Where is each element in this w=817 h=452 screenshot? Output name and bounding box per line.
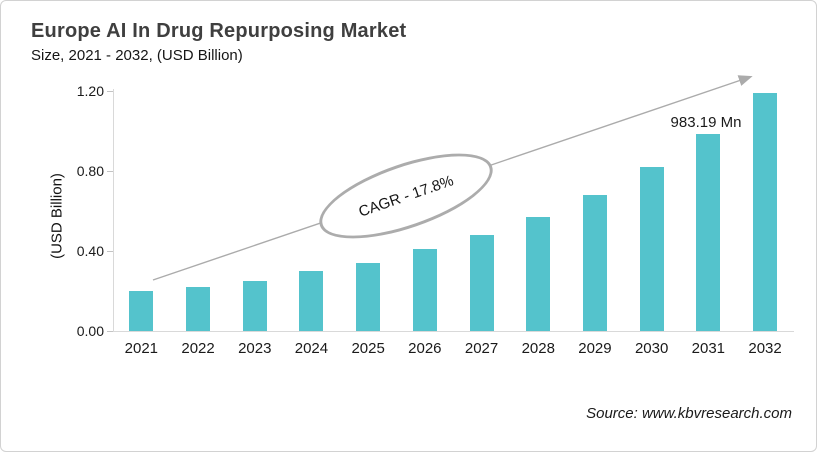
x-tick-label-2022: 2022 (181, 340, 215, 357)
x-tick-label-2028: 2028 (521, 340, 555, 357)
y-tick-label-1.20: 1.20 (76, 83, 104, 99)
chart-title: Europe AI In Drug Repurposing Market (31, 20, 407, 42)
y-tick-label-0.80: 0.80 (76, 163, 104, 179)
x-tick-label-2024: 2024 (294, 340, 329, 357)
y-tick-mark (107, 91, 113, 92)
y-tick-mark (107, 251, 113, 252)
bar-2022 (186, 287, 211, 331)
bar-2026 (412, 249, 437, 331)
bar-2029 (582, 195, 607, 331)
bar-2021 (129, 291, 154, 331)
x-tick-label-2026: 2026 (408, 340, 442, 357)
cagr-label: CAGR - 17.8% (356, 171, 456, 221)
y-tick-label-0.40: 0.40 (76, 243, 104, 259)
x-tick-label-2025: 2025 (351, 340, 385, 357)
chart-subtitle: Size, 2021 - 2032, (USD Billion) (31, 47, 243, 64)
y-tick-mark (107, 171, 113, 172)
y-tick-label-0.00: 0.00 (76, 323, 104, 339)
value-label-2031: 983.19 Mn (670, 114, 742, 131)
x-tick-label-2031: 2031 (691, 340, 726, 357)
bar-2030 (639, 167, 664, 331)
x-axis-line (113, 331, 794, 332)
x-tick-label-2029: 2029 (578, 340, 612, 357)
y-axis-line (113, 89, 114, 332)
x-tick-label-2023: 2023 (238, 340, 272, 357)
x-tick-label-2030: 2030 (634, 340, 669, 357)
x-tick-label-2021: 2021 (124, 340, 159, 357)
y-tick-mark (107, 331, 113, 332)
bar-2031 (696, 134, 721, 331)
bar-2028 (526, 217, 551, 331)
bar-2024 (299, 271, 324, 331)
source-credit: Source: www.kbvresearch.com (586, 405, 792, 422)
x-tick-label-2032: 2032 (748, 340, 782, 357)
bar-2032 (753, 93, 778, 331)
bar-2025 (356, 263, 381, 331)
bar-2023 (242, 281, 267, 331)
bar-2027 (469, 235, 494, 331)
x-tick-label-2027: 2027 (464, 340, 499, 357)
